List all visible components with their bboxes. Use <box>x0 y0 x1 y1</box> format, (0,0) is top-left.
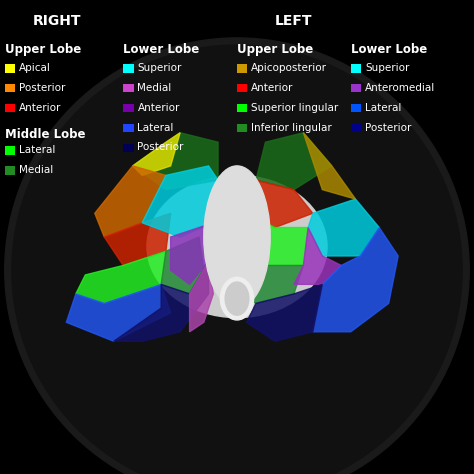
FancyBboxPatch shape <box>123 124 134 132</box>
Text: Posterior: Posterior <box>19 82 65 93</box>
Circle shape <box>5 38 469 474</box>
Ellipse shape <box>147 175 327 318</box>
FancyBboxPatch shape <box>123 84 134 92</box>
FancyBboxPatch shape <box>237 124 247 132</box>
FancyBboxPatch shape <box>5 84 15 92</box>
FancyBboxPatch shape <box>351 64 361 73</box>
FancyBboxPatch shape <box>351 104 361 112</box>
Polygon shape <box>161 237 204 294</box>
Polygon shape <box>246 284 322 341</box>
Text: Anterior: Anterior <box>19 102 61 113</box>
Polygon shape <box>313 228 398 332</box>
Polygon shape <box>104 213 171 265</box>
Text: Superior: Superior <box>137 63 182 73</box>
FancyBboxPatch shape <box>237 64 247 73</box>
Ellipse shape <box>204 166 270 308</box>
Ellipse shape <box>220 277 254 320</box>
FancyBboxPatch shape <box>351 84 361 92</box>
Text: Posterior: Posterior <box>137 142 184 153</box>
FancyBboxPatch shape <box>237 84 247 92</box>
Text: Upper Lobe: Upper Lobe <box>5 43 81 55</box>
Polygon shape <box>133 133 180 175</box>
Text: Apical: Apical <box>19 63 51 73</box>
FancyBboxPatch shape <box>5 64 15 73</box>
Polygon shape <box>190 261 213 332</box>
Polygon shape <box>95 166 166 237</box>
Text: Middle Lobe: Middle Lobe <box>5 128 85 141</box>
Text: Medial: Medial <box>19 165 53 175</box>
FancyBboxPatch shape <box>351 124 361 132</box>
Polygon shape <box>294 228 341 284</box>
Text: LEFT: LEFT <box>275 14 313 28</box>
Text: Anterior: Anterior <box>251 82 293 93</box>
Text: Lateral: Lateral <box>19 145 55 155</box>
Polygon shape <box>114 261 209 341</box>
FancyBboxPatch shape <box>123 104 134 112</box>
Text: Medial: Medial <box>137 82 172 93</box>
Text: Superior lingular: Superior lingular <box>251 102 338 113</box>
Polygon shape <box>256 133 332 190</box>
Polygon shape <box>308 199 379 256</box>
Ellipse shape <box>12 45 462 474</box>
Polygon shape <box>303 133 356 199</box>
Text: Posterior: Posterior <box>365 122 411 133</box>
FancyBboxPatch shape <box>5 146 15 155</box>
Text: Lower Lobe: Lower Lobe <box>123 43 200 55</box>
Text: RIGHT: RIGHT <box>33 14 81 28</box>
Polygon shape <box>246 180 313 228</box>
Polygon shape <box>237 213 308 265</box>
FancyBboxPatch shape <box>237 104 247 112</box>
Text: Anteromedial: Anteromedial <box>365 82 435 93</box>
Text: Apicoposterior: Apicoposterior <box>251 63 327 73</box>
Text: Lateral: Lateral <box>365 102 401 113</box>
Text: Anterior: Anterior <box>137 102 180 113</box>
Polygon shape <box>228 246 303 303</box>
Text: Lower Lobe: Lower Lobe <box>351 43 427 55</box>
Polygon shape <box>76 251 166 303</box>
Polygon shape <box>133 133 218 190</box>
FancyBboxPatch shape <box>5 166 15 175</box>
Text: Superior: Superior <box>365 63 410 73</box>
Text: Lateral: Lateral <box>137 122 174 133</box>
Polygon shape <box>66 284 171 341</box>
FancyBboxPatch shape <box>123 64 134 73</box>
FancyBboxPatch shape <box>123 144 134 152</box>
Text: Upper Lobe: Upper Lobe <box>237 43 313 55</box>
Text: Inferior lingular: Inferior lingular <box>251 122 332 133</box>
Ellipse shape <box>225 282 249 315</box>
FancyBboxPatch shape <box>5 104 15 112</box>
Polygon shape <box>171 223 213 284</box>
Polygon shape <box>142 166 218 237</box>
